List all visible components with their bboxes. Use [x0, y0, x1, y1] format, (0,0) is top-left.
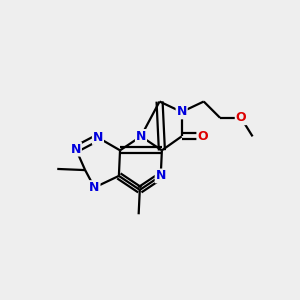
- Text: N: N: [89, 181, 100, 194]
- Text: O: O: [236, 111, 246, 124]
- Text: N: N: [155, 169, 166, 182]
- Text: N: N: [176, 106, 187, 118]
- Text: N: N: [136, 130, 146, 143]
- Text: N: N: [93, 131, 103, 144]
- Text: O: O: [197, 130, 208, 143]
- Text: N: N: [71, 143, 81, 156]
